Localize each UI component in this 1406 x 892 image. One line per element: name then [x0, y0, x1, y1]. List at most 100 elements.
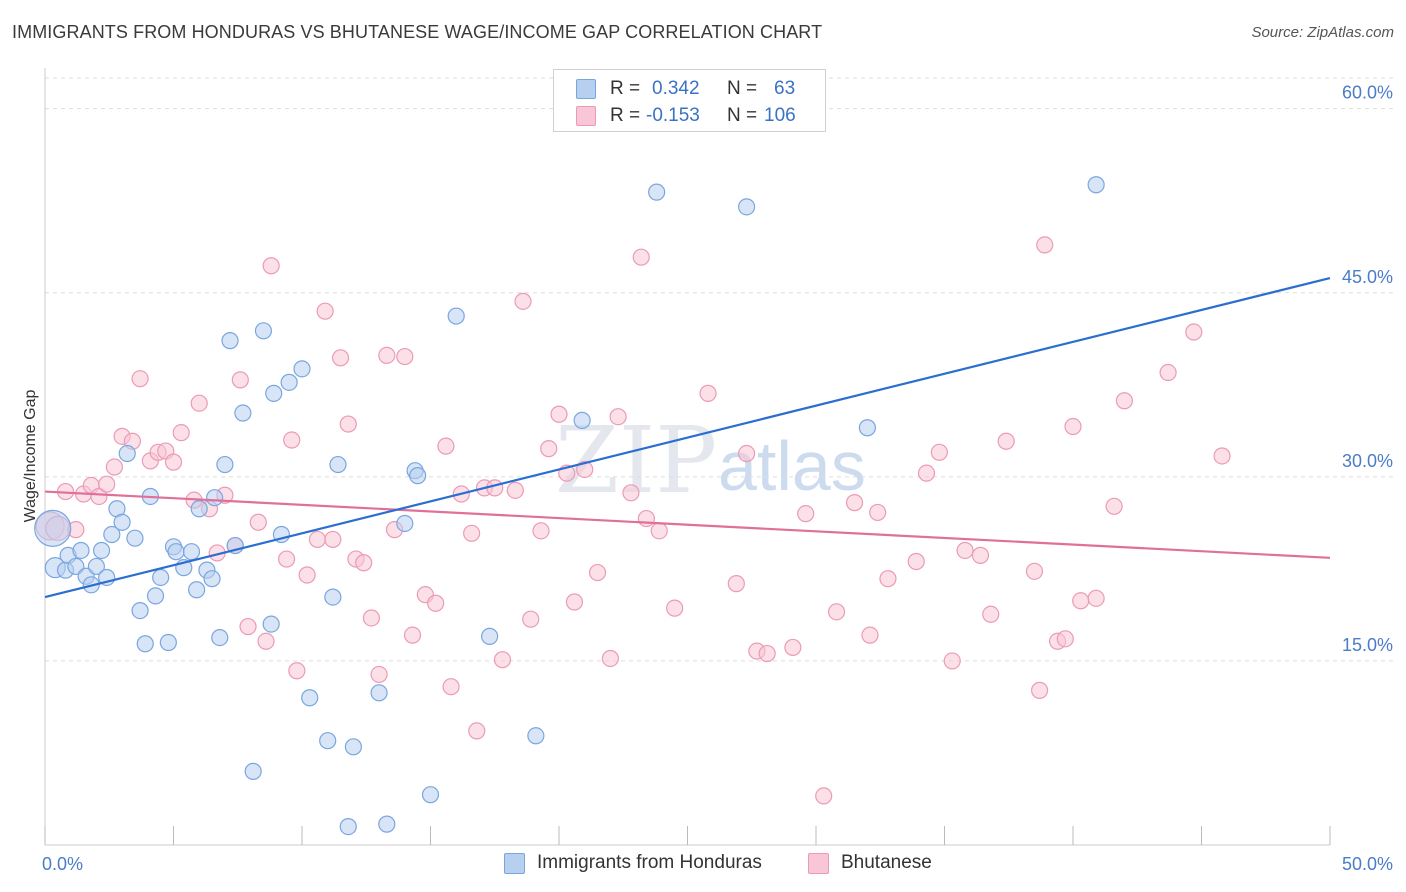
honduras-point [92, 541, 111, 560]
bhutanese-point [370, 665, 388, 684]
watermark-atlas: atlas [718, 427, 866, 505]
bhutanese-point [522, 610, 540, 628]
bhutanese-point [288, 662, 306, 680]
bhutanese-point [1115, 392, 1134, 410]
bhutanese-point [249, 513, 267, 531]
bhutanese-point [437, 437, 455, 455]
honduras-point [234, 404, 252, 422]
bhutanese-point [588, 563, 607, 582]
legend-n-value: 63 [774, 78, 796, 99]
honduras-point [159, 633, 177, 652]
bhutanese-point [378, 346, 396, 364]
honduras-point [648, 183, 666, 201]
honduras-point [216, 455, 234, 474]
y-tick-label: 30.0% [1342, 451, 1393, 471]
bhutanese-point [468, 722, 486, 740]
y-tick-label: 60.0% [1342, 83, 1393, 103]
honduras-point [527, 727, 545, 745]
honduras-point [1087, 176, 1105, 194]
honduras-point [421, 786, 440, 804]
bhutanese-point [239, 617, 257, 636]
honduras-point [34, 509, 72, 547]
honduras-point [339, 817, 357, 836]
bhutanese-point [666, 599, 684, 617]
bhutanese-point [339, 415, 357, 433]
y-tick-label: 45.0% [1342, 267, 1393, 287]
bhutanese-point [172, 424, 190, 442]
honduras-point [293, 360, 311, 378]
honduras-point [146, 587, 165, 605]
honduras-point [481, 627, 499, 645]
bhutanese-point [277, 550, 296, 568]
bhutanese-point [797, 505, 815, 523]
bhutanese-point [1213, 447, 1231, 465]
source-label: Source: ZipAtlas.com [1251, 24, 1394, 41]
bhutanese-point [257, 632, 275, 650]
honduras-point [87, 557, 106, 576]
bhutanese-point [231, 371, 249, 389]
y-axis-label: Wage/Income Gap [22, 390, 39, 523]
legend-swatch-bhutanese [576, 106, 596, 126]
bhutanese-point [1087, 589, 1105, 607]
bottom-legend-label-bhutanese: Bhutanese [841, 852, 932, 873]
bhutanese-point [632, 248, 650, 266]
bhutanese-point [403, 626, 422, 644]
honduras-point [324, 588, 342, 606]
bhutanese-point [550, 405, 568, 423]
bhutanese-point [815, 787, 833, 805]
bhutanese-point [930, 443, 948, 461]
bottom-legend-swatch-honduras [504, 853, 525, 874]
grid-lines [45, 77, 1395, 662]
bhutanese-point [1159, 363, 1177, 382]
honduras-point [190, 500, 208, 518]
honduras-point [301, 689, 319, 707]
chart-title: IMMIGRANTS FROM HONDURAS VS BHUTANESE WA… [12, 22, 823, 42]
honduras-point [131, 602, 149, 620]
bhutanese-point [90, 487, 108, 506]
bhutanese-point [622, 484, 640, 502]
bhutanese-point [565, 593, 584, 611]
bhutanese-point [956, 541, 974, 560]
bhutanese-point [827, 603, 846, 621]
legend-row-bhutanese: R = -0.153 N = 106 [554, 102, 825, 128]
tick-labels: 15.0% 30.0% 45.0% 60.0% 0.0% 50.0% [42, 83, 1393, 874]
honduras-point [738, 198, 756, 216]
legend-r-value: -0.153 [646, 105, 700, 126]
honduras-point [182, 543, 201, 561]
bhutanese-point [283, 431, 301, 449]
legend-swatch-honduras [576, 79, 596, 99]
bhutanese-trend-line [44, 490, 1331, 559]
bhutanese-point [861, 626, 879, 644]
legend-n-label: N = [727, 78, 758, 99]
bhutanese-point [308, 530, 327, 549]
watermark: ZIP atlas [555, 407, 866, 514]
bhutanese-point [427, 594, 445, 612]
bhutanese-point [396, 347, 414, 366]
bhutanese-point [1025, 562, 1044, 580]
bhutanese-point [1072, 592, 1090, 610]
honduras-point [262, 615, 280, 633]
bhutanese-points [35, 236, 1231, 805]
bhutanese-point [514, 292, 532, 310]
honduras-point [447, 307, 465, 325]
bhutanese-point [576, 460, 594, 479]
bhutanese-point [943, 652, 961, 670]
bhutanese-point [532, 522, 550, 540]
bottom-legend-swatch-bhutanese [808, 853, 829, 874]
honduras-point [319, 732, 337, 750]
bhutanese-point [758, 644, 776, 663]
bhutanese-point [1056, 630, 1074, 648]
honduras-points [34, 176, 1105, 836]
bottom-legend-label-honduras: Immigrants from Honduras [537, 852, 762, 873]
bhutanese-point [190, 394, 208, 412]
bhutanese-point [738, 444, 756, 463]
trend-lines [44, 276, 1331, 599]
bhutanese-point [442, 678, 460, 696]
honduras-point [378, 815, 396, 833]
bhutanese-point [917, 464, 936, 482]
bhutanese-point [362, 609, 380, 627]
bhutanese-point [463, 524, 481, 542]
bhutanese-point [699, 384, 717, 402]
bhutanese-point [493, 651, 512, 669]
